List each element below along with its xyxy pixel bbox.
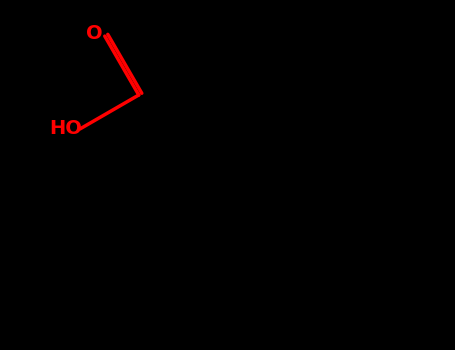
Text: O: O bbox=[86, 23, 103, 43]
Text: HO: HO bbox=[50, 119, 82, 139]
